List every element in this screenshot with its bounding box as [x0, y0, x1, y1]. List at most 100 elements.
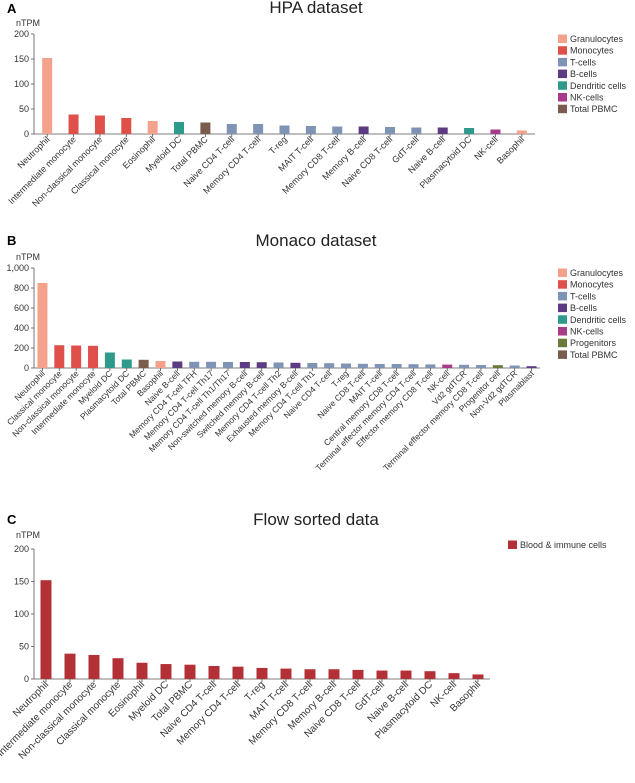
- bar: [239, 362, 250, 368]
- legend-label: NK-cells: [570, 93, 604, 103]
- bar: [172, 361, 183, 368]
- bar: [273, 362, 284, 368]
- bar: [138, 359, 149, 368]
- legend-swatch: [558, 34, 567, 43]
- legend-swatch: [558, 303, 567, 313]
- legend-label: Total PBMC: [570, 350, 618, 360]
- bar: [425, 364, 436, 368]
- panel-flow: C Flow sorted datanTPM050100150200Neutrop…: [0, 510, 607, 762]
- bar: [136, 662, 148, 679]
- bar: [475, 365, 486, 368]
- bar: [184, 664, 196, 679]
- legend-label: Monocytes: [570, 280, 614, 290]
- y-tick-label: 600: [14, 303, 29, 313]
- y-tick-label: 200: [14, 29, 29, 39]
- y-tick-label: 150: [14, 54, 29, 64]
- panel-label: B: [7, 233, 16, 248]
- bar: [222, 362, 233, 368]
- chart-title: Flow sorted data: [253, 510, 379, 529]
- bar: [464, 128, 475, 134]
- bar: [304, 669, 316, 679]
- legend-swatch: [558, 327, 567, 336]
- bar: [324, 363, 335, 368]
- bar: [328, 669, 340, 679]
- bar: [305, 126, 316, 134]
- y-tick-label: 200: [14, 544, 29, 554]
- bar: [459, 364, 470, 368]
- bar: [37, 283, 48, 368]
- bar: [376, 670, 388, 679]
- legend-label: Granulocytes: [570, 34, 624, 44]
- legend-label: B-cells: [570, 303, 598, 313]
- bar: [290, 362, 301, 368]
- legend-swatch: [558, 291, 567, 301]
- y-tick-label: 0: [24, 363, 29, 373]
- y-tick-label: 150: [14, 577, 29, 587]
- legend-swatch: [558, 338, 567, 348]
- bar: [408, 364, 419, 368]
- y-axis-unit: nTPM: [16, 530, 40, 540]
- bar: [492, 365, 503, 368]
- bar: [121, 359, 132, 368]
- y-tick-label: 50: [19, 642, 29, 652]
- bar: [357, 363, 368, 368]
- bar: [208, 666, 220, 679]
- panel-label: C: [7, 512, 17, 527]
- y-axis-unit: nTPM: [16, 252, 40, 262]
- legend-swatch: [558, 46, 567, 55]
- chart-title: Monaco dataset: [256, 231, 377, 250]
- bar: [160, 664, 172, 679]
- bar: [424, 671, 436, 679]
- y-tick-label: 400: [14, 323, 29, 333]
- bar: [437, 127, 448, 134]
- legend-label: Total PBMC: [570, 104, 618, 114]
- bar: [509, 365, 520, 368]
- y-tick-label: 200: [14, 343, 29, 353]
- panel-monaco: B Monaco datasetnTPM02004006008001,000Neu…: [5, 231, 627, 473]
- bar: [71, 345, 82, 368]
- y-tick-label: 0: [24, 129, 29, 139]
- legend-swatch: [558, 268, 567, 277]
- legend-swatch: [558, 104, 567, 114]
- y-axis-unit: nTPM: [16, 18, 40, 28]
- bar: [54, 345, 65, 368]
- legend-label: B-cells: [570, 69, 598, 79]
- legend-label: T-cells: [570, 57, 597, 67]
- bar: [448, 673, 460, 679]
- bar: [68, 114, 79, 134]
- legend-label: NK-cells: [570, 327, 604, 337]
- bar: [88, 345, 99, 368]
- bar: [341, 363, 352, 368]
- y-tick-label: 50: [19, 104, 29, 114]
- legend-label: Blood & immune cells: [520, 540, 607, 550]
- bar: [104, 352, 115, 368]
- bar: [94, 115, 105, 134]
- x-tick-label: Naive CD8 T-cell: [340, 134, 395, 189]
- legend-swatch: [558, 93, 567, 102]
- legend-label: Monocytes: [570, 46, 614, 56]
- x-tick-label: Basophil: [495, 134, 526, 165]
- bar: [42, 58, 53, 134]
- bar: [253, 124, 264, 134]
- bar: [256, 667, 268, 679]
- legend-label: Progenitors: [570, 338, 617, 348]
- bar: [526, 366, 537, 368]
- bar: [189, 361, 200, 368]
- bar: [490, 129, 501, 134]
- legend-swatch: [558, 81, 567, 90]
- x-tick-label: T-reg: [267, 134, 289, 156]
- legend-swatch: [558, 69, 567, 79]
- bar: [88, 654, 100, 679]
- bar: [256, 362, 267, 368]
- legend: Blood & immune cells: [508, 540, 607, 550]
- bar: [226, 124, 237, 134]
- legend-label: Dendritic cells: [570, 81, 627, 91]
- bar: [155, 361, 166, 368]
- y-tick-label: 800: [14, 283, 29, 293]
- bar: [280, 668, 292, 679]
- bar: [64, 653, 76, 679]
- bar: [516, 130, 527, 134]
